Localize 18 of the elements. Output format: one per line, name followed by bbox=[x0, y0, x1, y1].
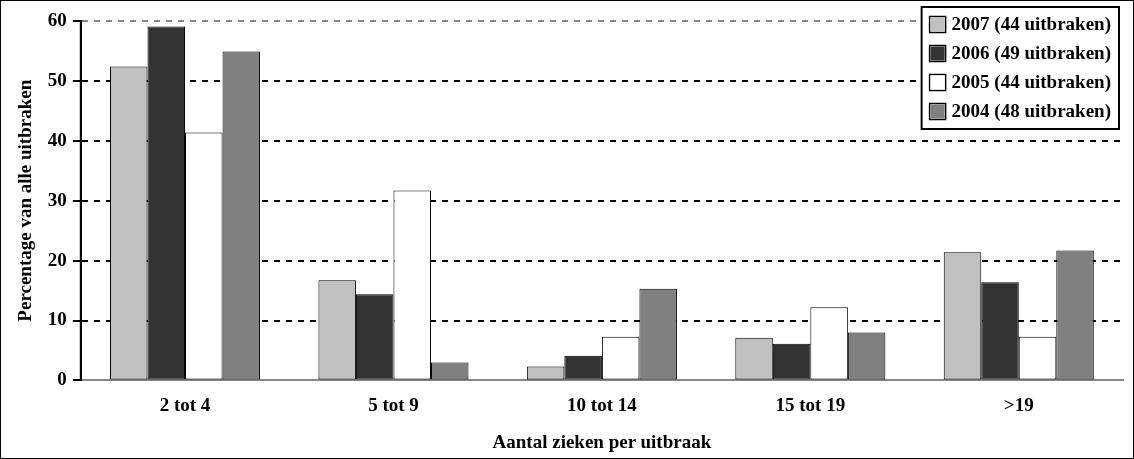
legend-label: 2006 (49 uitbraken) bbox=[951, 42, 1112, 65]
legend-label: 2004 (48 uitbraken) bbox=[951, 100, 1112, 123]
y-tick-label: 20 bbox=[47, 248, 67, 270]
y-tick-label: 0 bbox=[57, 368, 67, 390]
x-tick-label: 15 tot 19 bbox=[775, 393, 846, 415]
x-tick-label: 10 tot 14 bbox=[567, 393, 638, 415]
y-tick-label: 40 bbox=[47, 128, 67, 150]
legend-label: 2005 (44 uitbraken) bbox=[951, 71, 1112, 94]
x-tick-label: 2 tot 4 bbox=[159, 393, 211, 415]
y-tick-label: 30 bbox=[47, 188, 67, 210]
legend-label: 2007 (44 uitbraken) bbox=[951, 13, 1112, 36]
y-tick-label: 60 bbox=[47, 8, 67, 30]
y-tick-label: 10 bbox=[47, 308, 67, 330]
x-tick-label: >19 bbox=[1003, 393, 1034, 415]
y-axis-title: Percentage van alle uitbraken bbox=[14, 79, 36, 322]
x-tick-label: 5 tot 9 bbox=[368, 393, 419, 415]
x-axis-title: Aantal zieken per uitbraak bbox=[492, 430, 712, 452]
y-tick-label: 50 bbox=[47, 68, 67, 90]
